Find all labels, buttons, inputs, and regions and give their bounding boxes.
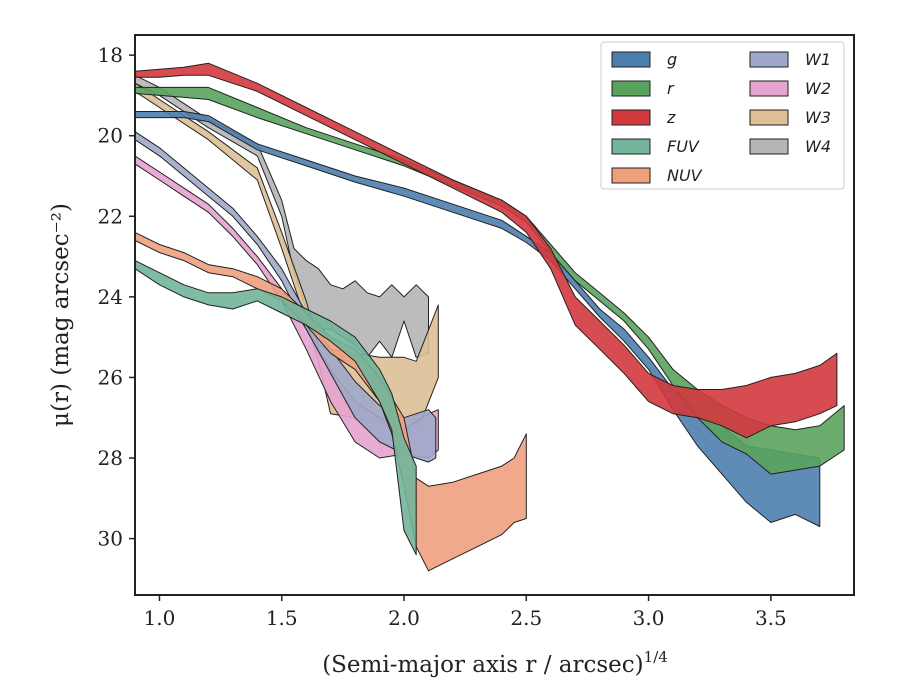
legend-label-w4: W4 xyxy=(805,137,831,156)
x-tick-label: 1.0 xyxy=(144,606,176,630)
x-axis-label-text: (Semi-major axis r / arcsec) xyxy=(322,652,643,678)
legend-swatch-w2 xyxy=(749,80,789,97)
legend-label-fuv: FUV xyxy=(667,137,700,156)
legend: grz FUV NUV W1 W2 W3 W4 xyxy=(600,41,845,190)
y-tick-label: 24 xyxy=(98,285,123,309)
plot-frame xyxy=(134,34,855,596)
x-axis: 1.0 1.5 2.0 2.5 3.0 3.5 xyxy=(144,595,787,630)
y-tick-label: 28 xyxy=(98,446,123,470)
legend-swatch-z xyxy=(611,109,651,126)
x-tick-label: 3.5 xyxy=(755,606,787,630)
x-axis-label-exponent: 1/4 xyxy=(644,648,668,666)
legend-label-z: z xyxy=(666,108,676,127)
x-tick-label: 3.0 xyxy=(633,606,665,630)
y-tick-label: 20 xyxy=(98,124,123,148)
legend-swatch-w4 xyxy=(749,138,789,155)
x-tick-label: 2.0 xyxy=(388,606,420,630)
band-fuv xyxy=(134,260,417,556)
legend-swatch-g xyxy=(611,51,651,68)
x-axis-label: (Semi-major axis r / arcsec)1/4 xyxy=(322,648,668,678)
x-tick-label: 1.5 xyxy=(266,606,298,630)
legend-swatch-r xyxy=(611,80,651,97)
band-g xyxy=(134,111,821,527)
legend-swatch-nuv xyxy=(611,167,651,184)
y-tick-label: 30 xyxy=(98,527,123,551)
legend-label-w3: W3 xyxy=(805,108,831,127)
legend-label-nuv: NUV xyxy=(667,166,703,185)
legend-label-g: g xyxy=(667,50,677,69)
band-z xyxy=(134,62,838,439)
series-bands xyxy=(134,62,845,572)
legend-swatch-w3 xyxy=(749,109,789,126)
x-tick-label: 2.5 xyxy=(510,606,542,630)
y-tick-label: 22 xyxy=(98,204,123,228)
legend-label-w1: W1 xyxy=(805,50,831,69)
legend-label-r: r xyxy=(667,79,675,98)
y-axis: 18 20 22 24 26 28 30 xyxy=(98,43,135,551)
y-tick-label: 26 xyxy=(98,365,123,389)
legend-swatch-w1 xyxy=(749,51,789,68)
y-axis-label: μ(r) (mag arcsec⁻²) xyxy=(48,203,74,427)
legend-label-w2: W2 xyxy=(805,79,831,98)
band-w3 xyxy=(134,82,439,435)
y-tick-label: 18 xyxy=(98,43,123,67)
legend-swatch-fuv xyxy=(611,138,651,155)
